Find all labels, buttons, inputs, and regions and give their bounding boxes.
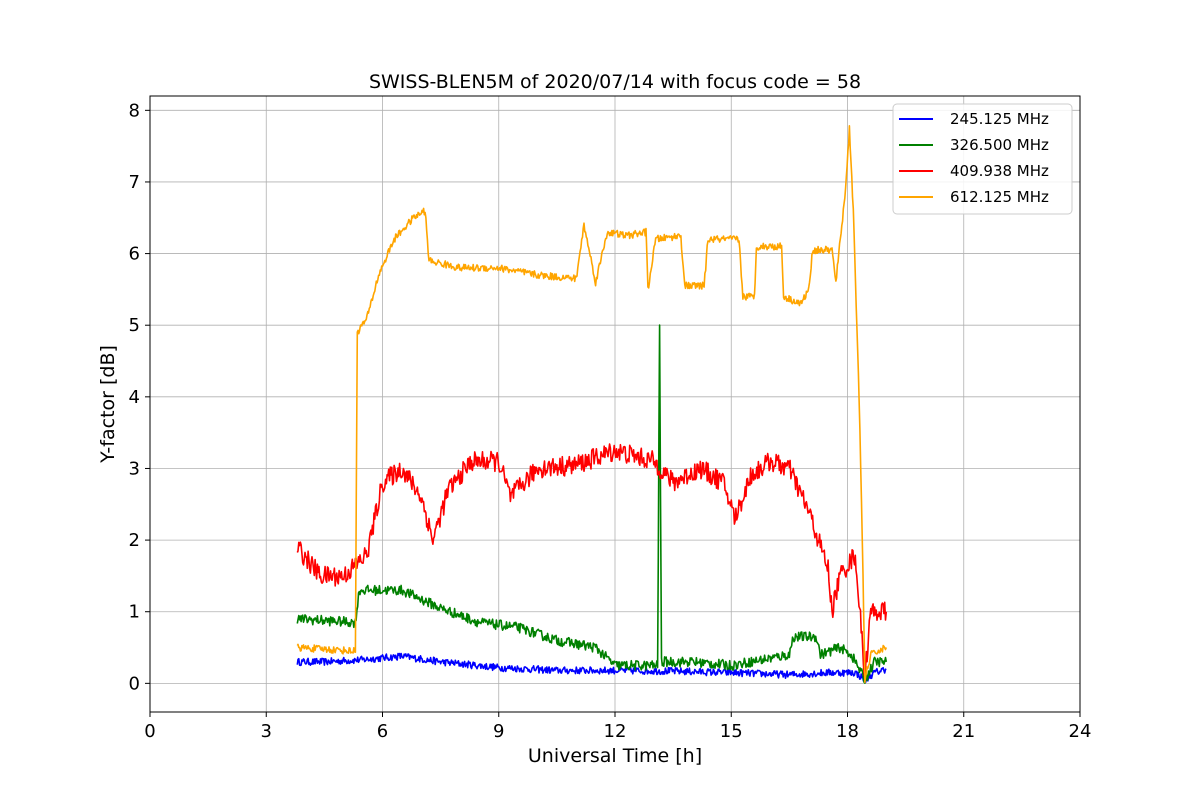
y-tick-label: 1 <box>129 602 140 623</box>
x-tick-label: 6 <box>377 721 388 742</box>
x-tick-label: 9 <box>493 721 504 742</box>
series-line-1 <box>296 324 888 684</box>
series-layer <box>296 125 888 684</box>
x-tick-label: 24 <box>1069 721 1092 742</box>
x-tick-label: 12 <box>604 721 627 742</box>
chart-title: SWISS-BLEN5M of 2020/07/14 with focus co… <box>369 71 861 93</box>
legend-entry: 245.125 MHz <box>950 110 1049 128</box>
series-line-0 <box>296 652 887 683</box>
x-axis: 0 3 6 9 12 15 18 21 24 <box>144 712 1091 742</box>
y-tick-label: 0 <box>129 673 140 694</box>
x-tick-label: 15 <box>720 721 743 742</box>
y-tick-label: 6 <box>129 244 140 265</box>
y-tick-label: 2 <box>129 530 140 551</box>
x-tick-label: 18 <box>836 721 859 742</box>
series-line-3 <box>296 125 888 684</box>
y-axis: 0 1 2 3 4 5 6 7 8 <box>129 100 150 694</box>
y-tick-label: 5 <box>129 315 140 336</box>
legend: 245.125 MHz 326.500 MHz 409.938 MHz 612.125… <box>892 103 1073 215</box>
y-tick-label: 7 <box>129 172 140 193</box>
legend-entry: 409.938 MHz <box>950 162 1049 180</box>
x-tick-label: 21 <box>952 721 975 742</box>
x-tick-label: 0 <box>144 721 155 742</box>
y-axis-label: Y-factor [dB] <box>97 345 119 464</box>
legend-box <box>892 103 1073 215</box>
legend-entry: 326.500 MHz <box>950 136 1049 154</box>
legend-entry: 612.125 MHz <box>950 188 1049 206</box>
y-tick-label: 8 <box>129 100 140 121</box>
y-tick-label: 3 <box>129 458 140 479</box>
y-tick-label: 4 <box>129 387 140 408</box>
series-line-2 <box>296 443 888 680</box>
x-axis-label: Universal Time [h] <box>528 745 702 767</box>
x-tick-label: 3 <box>261 721 272 742</box>
